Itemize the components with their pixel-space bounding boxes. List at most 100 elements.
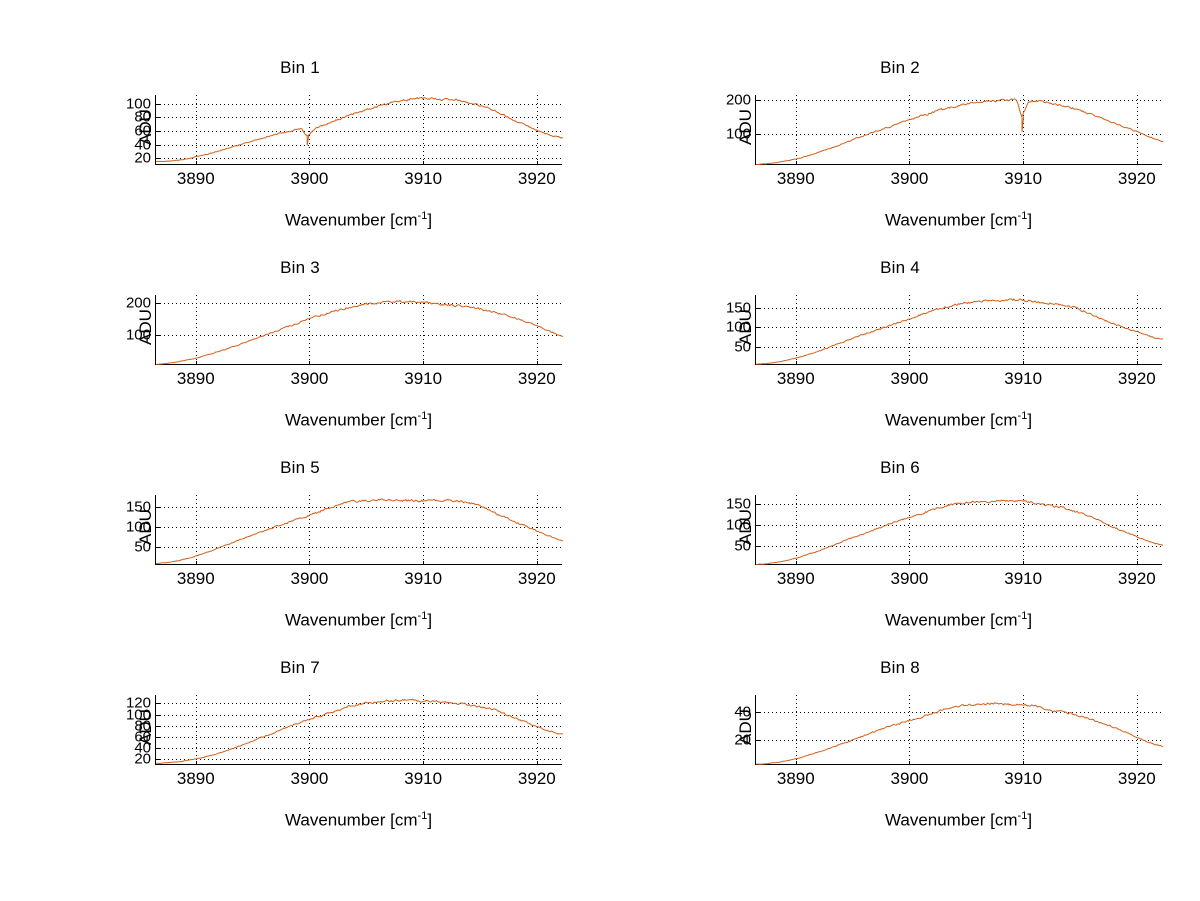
x-axis-label-prefix: Wavenumber [cm [284,610,418,630]
tick-marks [756,503,1139,565]
x-tick-label: 3910 [404,169,443,188]
x-axis-label: Wavenumber [cm-1] [755,810,1162,831]
x-axis-label: Wavenumber [cm-1] [755,610,1162,631]
data-series-line [755,499,1164,566]
y-tick-label: 100 [125,326,151,344]
y-tick-label: 40 [734,703,751,721]
x-axis-label-prefix: Wavenumber [cm [884,210,1018,230]
plot-area: 20 40 60 80 100 120 3890 3900 3910 3920 ADU [126,695,564,788]
y-tick-label: 150 [125,498,151,516]
x-axis-label-suffix: ] [427,210,433,230]
subplot-bin-6: Bin 6 50 100 150 3890 3900 3910 3920 ADU Wavenumb… [600,450,1200,650]
subplot-bin-4: Bin 4 50 100 150 3890 3900 3910 3920 ADU Wavenumb… [600,250,1200,450]
y-axis-label: ADU [136,709,155,745]
x-tick-label: 3920 [517,169,556,188]
x-axis-label-exponent: -1 [417,810,428,822]
x-axis-label-prefix: Wavenumber [cm [284,810,418,830]
y-tick-label: 20 [134,149,151,167]
x-tick-label: 3910 [404,769,443,788]
tick-marks [156,302,539,365]
x-tick-label: 3920 [517,569,556,588]
x-axis-label-suffix: ] [427,610,433,630]
x-axis-label-exponent: -1 [1017,210,1028,222]
y-tick-label: 20 [734,731,751,749]
plot-area: 100 200 3890 3900 3910 3920 ADU [126,295,564,388]
grid-lines [756,695,1163,765]
y-tick-label: 40 [134,739,151,757]
y-tick-label: 40 [134,136,151,154]
x-axis-label: Wavenumber [cm-1] [155,210,562,231]
x-tick-label: 3920 [1117,569,1156,588]
plot-canvas [155,495,564,565]
y-tick-label: 200 [725,91,751,109]
x-axis-label-exponent: -1 [1017,810,1028,822]
x-tick-label: 3920 [1117,769,1156,788]
x-axis-label-prefix: Wavenumber [cm [884,610,1018,630]
y-tick-label: 100 [125,95,151,113]
absorption-dip [306,135,310,146]
tick-marks [756,307,1139,365]
plot-canvas [155,295,564,365]
subplot-title: Bin 8 [880,658,920,677]
x-axis-label: Wavenumber [cm-1] [155,810,562,831]
tick-marks [156,103,539,165]
x-tick-label: 3910 [1004,369,1043,388]
x-tick-label: 3890 [176,369,215,388]
x-tick-label: 3910 [1004,569,1043,588]
plot-canvas [755,495,1164,566]
y-tick-label: 100 [725,516,751,534]
y-tick-label: 50 [134,538,151,556]
x-axis-label-prefix: Wavenumber [cm [284,410,418,430]
y-tick-label: 20 [134,750,151,768]
plot-area: 50 100 150 3890 3900 3910 3920 ADU [126,495,564,588]
plot-canvas [155,95,564,165]
subplot-title: Bin 5 [280,458,320,477]
grid-lines [156,495,563,565]
y-tick-label: 100 [125,518,151,536]
tick-marks [756,711,1139,765]
x-axis-label: Wavenumber [cm-1] [755,210,1162,231]
x-tick-label: 3910 [404,369,443,388]
x-tick-label: 3890 [176,569,215,588]
y-tick-label: 100 [125,706,151,724]
x-axis-label-prefix: Wavenumber [cm [884,410,1018,430]
y-axis-label: ADU [136,309,155,345]
x-tick-label: 3900 [290,569,329,588]
data-series-line [155,698,564,764]
subplot-bin-2: Bin 2 100 200 3890 3900 3910 3920 ADU Wavenumber… [600,50,1200,250]
x-axis-label-suffix: ] [1027,610,1033,630]
plot-area: 20 40 3890 3900 3910 3920 ADU [734,695,1164,788]
x-axis-label: Wavenumber [cm-1] [155,410,562,431]
data-series-line [155,299,564,365]
y-tick-label: 50 [734,338,751,356]
plot-canvas [755,95,1164,165]
x-tick-label: 3890 [776,769,815,788]
data-series-line [155,498,564,565]
y-axis-label: ADU [736,109,755,145]
y-tick-label: 100 [725,318,751,336]
y-axis-label: ADU [136,109,155,145]
data-series-line [755,298,1164,365]
x-axis-label-exponent: -1 [417,410,428,422]
y-tick-label: 150 [725,299,751,317]
absorption-dip [1021,116,1025,132]
x-tick-label: 3920 [1117,169,1156,188]
subplot-title: Bin 1 [280,58,320,77]
y-tick-label: 60 [134,122,151,140]
y-axis-label: ADU [736,309,755,345]
tick-marks [156,506,539,565]
y-tick-label: 200 [125,294,151,312]
x-tick-label: 3900 [290,169,329,188]
plot-area: 20 40 60 80 100 3890 3900 3910 3920 ADU [126,95,564,188]
plot-area: 100 200 3890 3900 3910 3920 ADU [726,93,1164,188]
plot-area: 50 100 150 3890 3900 3910 3920 ADU [726,495,1164,588]
data-series-line [755,98,1164,165]
x-tick-label: 3920 [1117,369,1156,388]
data-series-line [155,96,564,163]
x-axis-label: Wavenumber [cm-1] [155,610,562,631]
subplot-bin-7: Bin 7 20 40 60 80 100 120 3890 3900 3910 3920 ADU Wa… [0,650,600,850]
x-tick-label: 3910 [1004,769,1043,788]
x-tick-label: 3900 [890,569,929,588]
subplot-title: Bin 2 [880,58,920,77]
